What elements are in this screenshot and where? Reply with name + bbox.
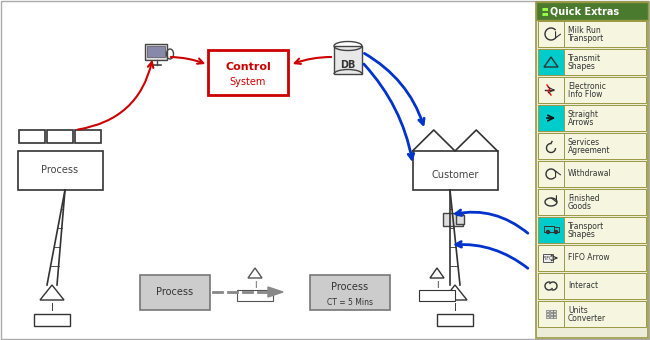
FancyBboxPatch shape [75,130,101,143]
Text: Interact: Interact [568,282,598,290]
Text: Shapes: Shapes [568,62,596,71]
FancyBboxPatch shape [437,314,473,326]
Text: Milk Run: Milk Run [568,26,601,35]
Text: Agreement: Agreement [568,146,610,155]
FancyBboxPatch shape [538,161,564,187]
FancyBboxPatch shape [546,312,549,315]
FancyBboxPatch shape [456,215,464,224]
FancyBboxPatch shape [538,189,646,215]
FancyBboxPatch shape [538,217,646,243]
FancyBboxPatch shape [538,105,564,131]
FancyBboxPatch shape [237,290,273,301]
FancyBboxPatch shape [310,274,390,309]
Text: Electronic: Electronic [568,82,606,91]
FancyBboxPatch shape [538,21,646,47]
FancyBboxPatch shape [546,309,549,312]
FancyBboxPatch shape [208,50,288,95]
Text: Info Flow: Info Flow [568,90,603,99]
Text: Finished: Finished [568,194,599,203]
FancyBboxPatch shape [443,213,463,226]
FancyBboxPatch shape [140,274,210,309]
FancyBboxPatch shape [538,189,564,215]
FancyBboxPatch shape [538,133,646,159]
FancyBboxPatch shape [419,290,455,301]
FancyBboxPatch shape [553,312,556,315]
FancyBboxPatch shape [538,133,564,159]
Text: Customer: Customer [432,170,478,180]
FancyBboxPatch shape [538,245,646,271]
Text: Process: Process [42,165,79,175]
FancyBboxPatch shape [538,161,646,187]
Text: Straight: Straight [568,110,599,119]
Text: Process: Process [157,287,194,297]
Text: FIFO Arrow: FIFO Arrow [568,254,610,262]
FancyBboxPatch shape [538,217,564,243]
Text: Transport: Transport [568,34,604,43]
Text: Control: Control [225,62,271,72]
Text: Units: Units [568,306,588,315]
FancyBboxPatch shape [334,46,362,74]
Text: System: System [230,78,266,87]
Text: I: I [454,303,456,313]
Text: DB: DB [341,60,356,70]
FancyBboxPatch shape [145,44,167,60]
FancyBboxPatch shape [538,49,564,75]
Text: Arrows: Arrows [568,118,594,127]
Text: I: I [436,280,438,289]
FancyBboxPatch shape [538,105,646,131]
FancyBboxPatch shape [549,316,552,318]
Text: Process: Process [332,282,369,292]
Circle shape [554,231,558,234]
Text: Withdrawal: Withdrawal [568,170,612,178]
FancyBboxPatch shape [553,316,556,318]
Text: ▪▪
▪▪: ▪▪ ▪▪ [541,6,549,16]
FancyBboxPatch shape [538,49,646,75]
Text: I: I [51,303,53,313]
Text: Services: Services [568,138,600,147]
FancyBboxPatch shape [546,316,549,318]
FancyBboxPatch shape [536,2,648,338]
FancyBboxPatch shape [538,273,564,299]
Text: Shapes: Shapes [568,230,596,239]
FancyBboxPatch shape [549,309,552,312]
FancyBboxPatch shape [538,301,646,327]
Circle shape [547,231,549,234]
FancyBboxPatch shape [47,130,73,143]
FancyBboxPatch shape [18,151,103,190]
Text: Converter: Converter [568,314,606,323]
FancyBboxPatch shape [538,21,564,47]
Text: Goods: Goods [568,202,592,211]
Text: Transport: Transport [568,222,604,231]
FancyBboxPatch shape [553,309,556,312]
FancyBboxPatch shape [538,77,564,103]
Text: CT = 5 Mins: CT = 5 Mins [327,298,373,307]
FancyBboxPatch shape [34,314,70,326]
FancyBboxPatch shape [536,2,648,20]
Text: I: I [254,280,256,289]
Text: FIFO: FIFO [543,255,553,260]
FancyBboxPatch shape [147,46,165,57]
FancyBboxPatch shape [538,245,564,271]
Text: Transmit: Transmit [568,54,601,63]
FancyBboxPatch shape [543,254,553,262]
FancyBboxPatch shape [544,226,554,232]
FancyBboxPatch shape [554,227,559,232]
FancyBboxPatch shape [18,130,45,143]
Polygon shape [268,287,283,297]
FancyBboxPatch shape [538,77,646,103]
FancyBboxPatch shape [538,273,646,299]
FancyBboxPatch shape [538,301,564,327]
FancyBboxPatch shape [549,312,552,315]
Text: Quick Extras: Quick Extras [550,6,619,16]
FancyBboxPatch shape [413,151,497,190]
